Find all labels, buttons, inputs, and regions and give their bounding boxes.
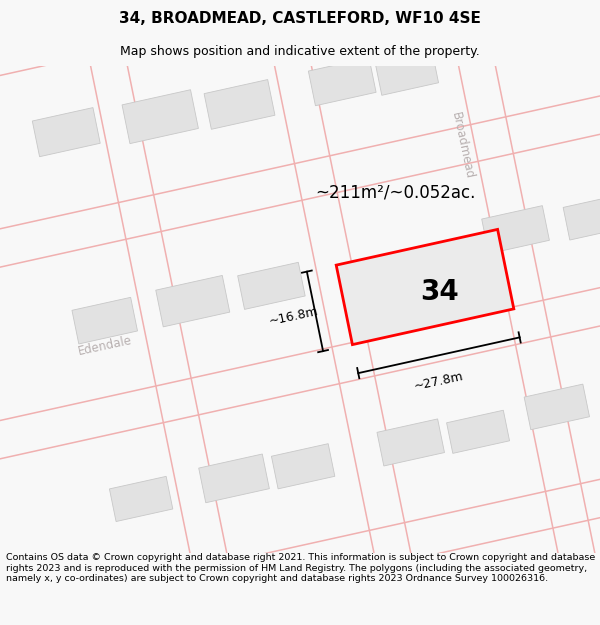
Polygon shape xyxy=(109,476,173,521)
Polygon shape xyxy=(377,419,445,466)
Text: ~16.8m: ~16.8m xyxy=(268,304,319,328)
Polygon shape xyxy=(122,90,199,144)
Polygon shape xyxy=(446,15,518,66)
Polygon shape xyxy=(238,262,305,309)
Text: 34: 34 xyxy=(421,278,460,306)
Polygon shape xyxy=(524,384,589,430)
Polygon shape xyxy=(336,229,514,344)
Text: ~211m²/~0.052ac.: ~211m²/~0.052ac. xyxy=(315,183,476,201)
Polygon shape xyxy=(563,195,600,240)
Polygon shape xyxy=(482,206,550,254)
Polygon shape xyxy=(156,276,230,327)
Polygon shape xyxy=(32,107,100,157)
Text: Edendale: Edendale xyxy=(77,334,133,358)
Text: Broadmead: Broadmead xyxy=(449,111,476,180)
Text: Map shows position and indicative extent of the property.: Map shows position and indicative extent… xyxy=(120,45,480,58)
Polygon shape xyxy=(446,410,509,453)
Polygon shape xyxy=(199,454,269,503)
Polygon shape xyxy=(204,79,275,129)
Text: Contains OS data © Crown copyright and database right 2021. This information is : Contains OS data © Crown copyright and d… xyxy=(6,553,595,583)
Text: 34, BROADMEAD, CASTLEFORD, WF10 4SE: 34, BROADMEAD, CASTLEFORD, WF10 4SE xyxy=(119,11,481,26)
Polygon shape xyxy=(72,298,137,344)
Polygon shape xyxy=(271,444,335,489)
Text: ~27.8m: ~27.8m xyxy=(413,370,465,393)
Polygon shape xyxy=(308,58,376,106)
Polygon shape xyxy=(375,50,439,95)
Polygon shape xyxy=(529,4,594,52)
